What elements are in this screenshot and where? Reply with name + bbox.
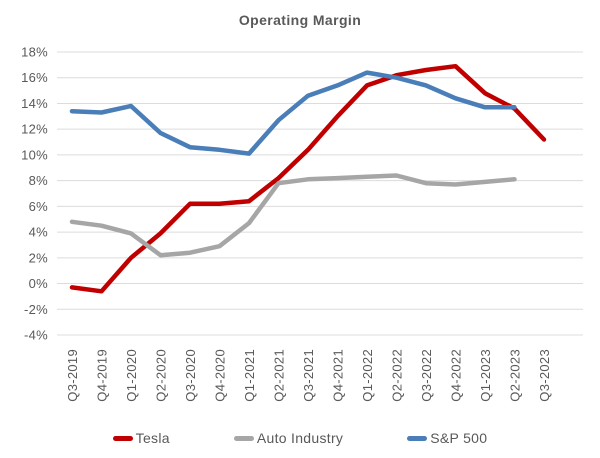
x-tick-label: Q4-2019 — [94, 349, 109, 402]
y-tick-label: -2% — [24, 302, 48, 317]
y-tick-label: -4% — [24, 328, 48, 343]
x-tick-label: Q1-2022 — [360, 349, 375, 402]
legend-label-s-p-500: S&P 500 — [430, 430, 488, 446]
series-line-auto-industry — [69, 173, 517, 258]
y-tick-label: 14% — [21, 96, 48, 111]
y-tick-label: 12% — [21, 122, 48, 137]
x-tick-label: Q2-2023 — [507, 349, 522, 402]
chart-legend: Tesla Auto Industry S&P 500 — [0, 430, 600, 446]
y-tick-label: 6% — [29, 199, 49, 214]
series-line-tesla — [69, 63, 547, 294]
x-tick-label: Q3-2021 — [301, 349, 316, 402]
x-tick-label: Q4-2020 — [212, 349, 227, 402]
x-tick-label: Q1-2021 — [242, 349, 257, 402]
x-tick-label: Q2-2022 — [389, 349, 404, 402]
y-tick-label: 8% — [29, 173, 49, 188]
x-tick-label: Q3-2019 — [65, 349, 80, 402]
chart-title: Operating Margin — [238, 12, 362, 28]
x-tick-label: Q4-2022 — [448, 349, 463, 402]
legend-swatch-tesla-icon — [112, 435, 133, 441]
y-tick-label: 2% — [29, 250, 49, 265]
legend-swatch-auto-industry-icon — [233, 435, 254, 441]
x-tick-label: Q2-2020 — [153, 349, 168, 402]
legend-item-tesla: Tesla — [112, 430, 170, 446]
y-tick-label: 4% — [29, 225, 49, 240]
series-line-s-p-500 — [69, 70, 517, 156]
x-tick-label: Q3-2020 — [183, 349, 198, 402]
legend-label-tesla: Tesla — [135, 430, 170, 446]
x-tick-label: Q3-2023 — [537, 349, 552, 402]
x-tick-label: Q3-2022 — [419, 349, 434, 402]
x-tick-label: Q1-2020 — [124, 349, 139, 402]
y-tick-label: 0% — [29, 276, 49, 291]
y-tick-label: 10% — [21, 147, 48, 162]
y-tick-label: 18% — [21, 45, 48, 60]
y-tick-label: 16% — [21, 70, 48, 85]
legend-item-auto-industry: Auto Industry — [233, 430, 344, 446]
x-tick-label: Q4-2021 — [330, 349, 345, 402]
legend-swatch-s-p-500-icon — [407, 435, 428, 441]
legend-item-s-p-500: S&P 500 — [407, 430, 487, 446]
x-tick-label: Q2-2021 — [271, 349, 286, 402]
x-tick-label: Q1-2023 — [478, 349, 493, 402]
legend-label-auto-industry: Auto Industry — [256, 430, 344, 446]
